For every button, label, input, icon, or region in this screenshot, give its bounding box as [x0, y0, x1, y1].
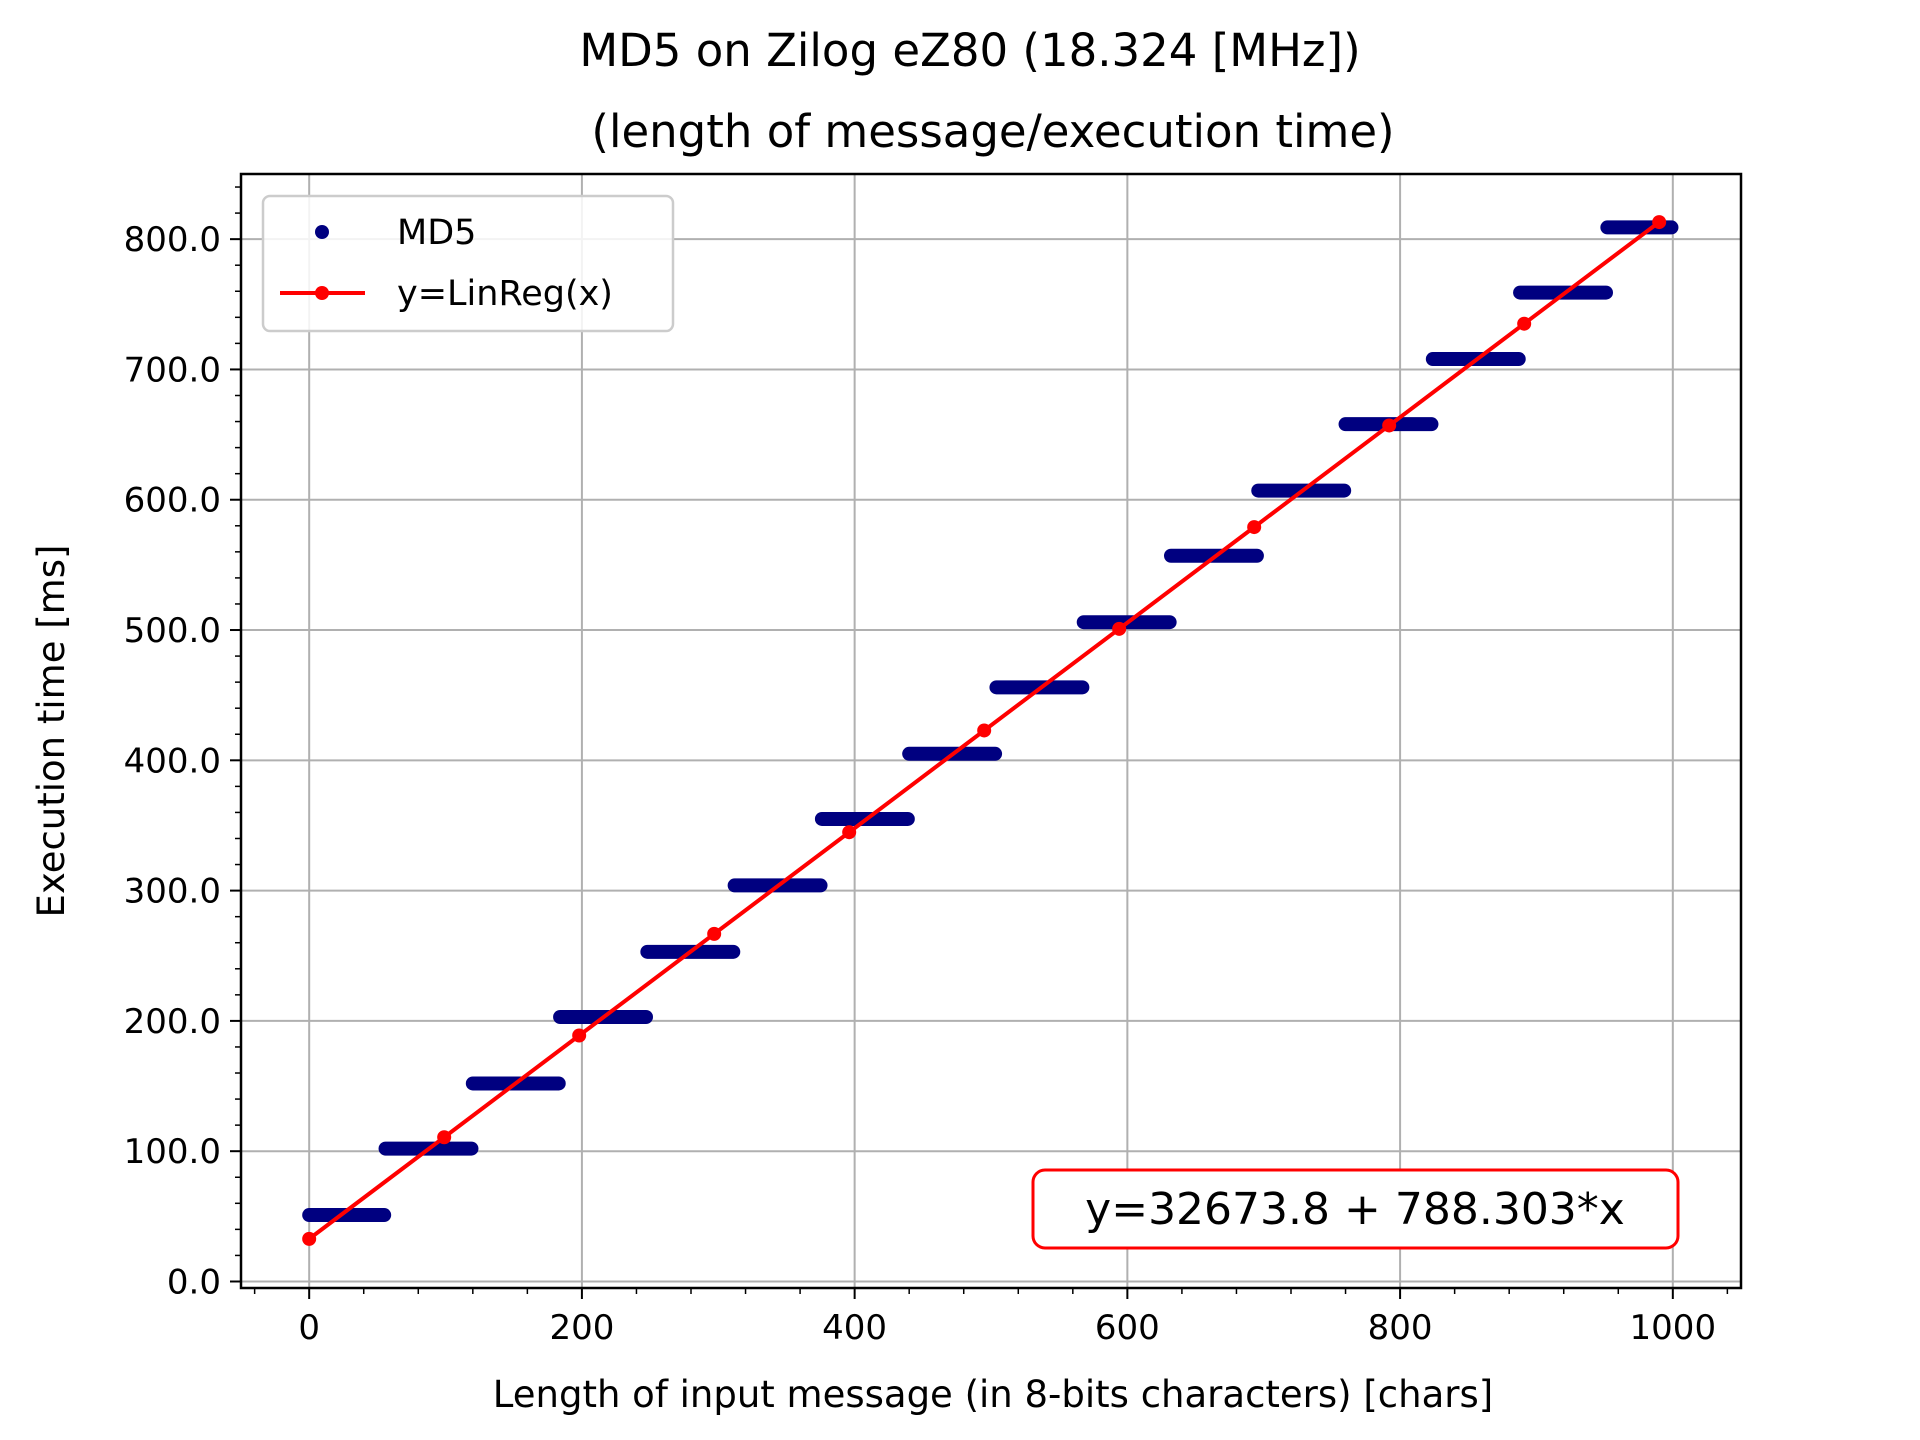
- x-tick-label: 200: [549, 1308, 614, 1348]
- x-tick-label: 1000: [1630, 1308, 1717, 1348]
- linreg-point: [302, 1231, 317, 1246]
- regression-annotation: y=32673.8 + 788.303*x: [1031, 1168, 1680, 1250]
- legend-linreg-label: y=LinReg(x): [397, 274, 613, 314]
- x-axis-label: Length of input message (in 8-bits chara…: [493, 1373, 1493, 1416]
- linreg-series: [302, 215, 1667, 1246]
- linreg-point: [1382, 418, 1397, 433]
- axis-ticks: 0 200 400 600 800 1000 0.0 100.0 200.0 300.0 400.0…: [124, 186, 1729, 1348]
- legend-md5-label: MD5: [397, 213, 476, 253]
- linreg-point: [1517, 316, 1532, 331]
- y-tick-label: 300.0: [124, 872, 221, 912]
- legend-md5-marker: [315, 225, 329, 239]
- y-tick-label: 200.0: [124, 1002, 221, 1042]
- plot-frame: [239, 172, 1743, 1290]
- linreg-point: [842, 825, 857, 840]
- linreg-point: [707, 926, 722, 941]
- linreg-point: [1652, 215, 1667, 230]
- y-tick-label: 100.0: [124, 1132, 221, 1172]
- y-axis-label: Execution time [ms]: [30, 545, 73, 918]
- linreg-point: [572, 1028, 587, 1043]
- legend: MD5 y=LinReg(x): [261, 194, 675, 333]
- annotation-box: [1031, 1168, 1680, 1250]
- y-tick-label: 500.0: [124, 611, 221, 651]
- x-tick-label: 600: [1095, 1308, 1160, 1348]
- y-tick-label: 400.0: [124, 741, 221, 781]
- chart-title: MD5 on Zilog eZ80 (18.324 [MHz]): [579, 24, 1360, 77]
- x-tick-label: 0: [298, 1308, 320, 1348]
- linreg-point: [437, 1130, 452, 1145]
- linreg-point: [1112, 621, 1127, 636]
- linreg-point: [977, 723, 992, 738]
- y-tick-label: 0.0: [167, 1262, 221, 1302]
- annotation-text: y=32673.8 + 788.303*x: [1085, 1184, 1625, 1235]
- y-tick-label: 800.0: [124, 220, 221, 260]
- y-tick-label: 700.0: [124, 350, 221, 390]
- legend-box: [261, 194, 675, 333]
- legend-linreg-marker: [315, 286, 329, 300]
- x-tick-label: 800: [1368, 1308, 1433, 1348]
- x-tick-label: 400: [822, 1308, 887, 1348]
- y-tick-label: 600.0: [124, 481, 221, 521]
- linreg-point: [1247, 520, 1262, 535]
- chart-subtitle: (length of message/execution time): [591, 105, 1394, 158]
